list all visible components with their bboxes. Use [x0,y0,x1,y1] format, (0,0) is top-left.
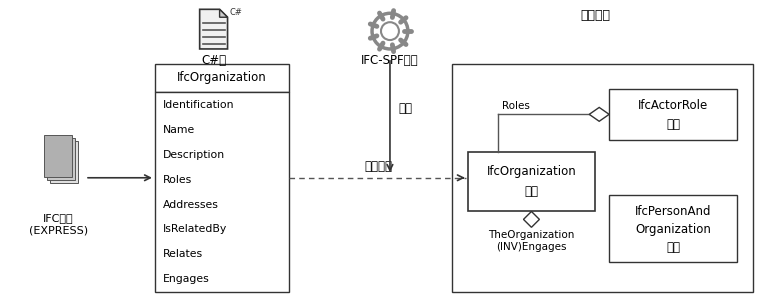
Polygon shape [200,9,227,49]
Text: IFC-SPF数据: IFC-SPF数据 [361,54,419,67]
Text: Relates: Relates [163,249,203,259]
Text: TheOrganization
(INV)Engages: TheOrganization (INV)Engages [488,230,575,252]
Text: Addresses: Addresses [163,200,219,210]
Text: 实例: 实例 [666,241,680,254]
Text: C#: C# [230,8,242,17]
Polygon shape [589,107,610,121]
Bar [467,152,595,211]
Text: 实例: 实例 [524,185,538,198]
Polygon shape [524,211,540,227]
Text: IfcActorRole: IfcActorRole [638,99,708,112]
Text: Name: Name [163,125,195,135]
Bar [155,91,290,292]
Text: Roles: Roles [502,101,530,111]
Text: Engages: Engages [163,274,210,284]
Text: 生成实例: 生成实例 [365,160,392,173]
Text: 实例: 实例 [666,118,680,131]
Text: C#类: C#类 [201,54,226,67]
Text: Description: Description [163,150,225,160]
Bar [610,89,736,140]
Text: 内存对象: 内存对象 [580,9,610,22]
Polygon shape [44,135,72,177]
Polygon shape [47,138,75,180]
Text: IfcPersonAnd: IfcPersonAnd [635,205,711,218]
Text: IsRelatedBy: IsRelatedBy [163,224,227,234]
Text: Roles: Roles [163,175,192,185]
Bar [610,195,736,262]
Polygon shape [50,141,78,183]
Bar [155,64,290,91]
Text: IfcOrganization: IfcOrganization [486,165,576,178]
Text: IfcOrganization: IfcOrganization [177,71,267,84]
Bar [451,64,752,292]
Text: Identification: Identification [163,100,234,110]
Polygon shape [220,9,227,17]
Text: Organization: Organization [635,223,711,236]
Text: 解析: 解析 [398,103,412,115]
Text: IFC大纲
(EXPRESS): IFC大纲 (EXPRESS) [29,214,87,235]
